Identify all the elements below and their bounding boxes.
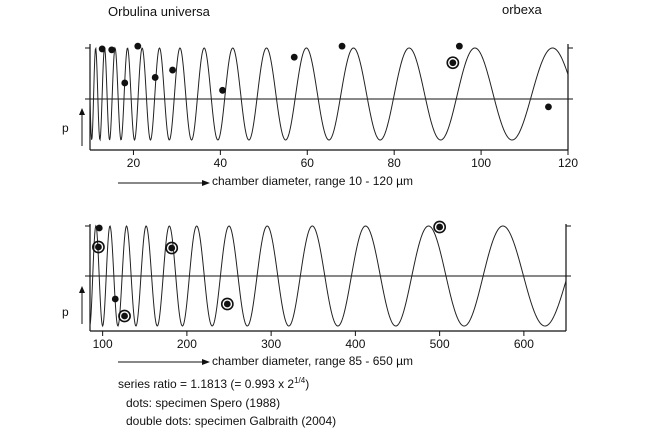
- x-axis-label-top: chamber diameter, range 10 - 120 µm: [212, 174, 414, 188]
- x-tick-label-1-5: 120: [558, 156, 578, 170]
- dot-2-0: [95, 224, 103, 232]
- double-dot-2-3: [220, 297, 234, 311]
- double-dot-ring: [118, 309, 131, 323]
- x-tick-label-2-0: 100: [93, 337, 113, 351]
- dot-1-10: [545, 103, 552, 111]
- series-ratio-text: series ratio = 1.1813 (= 0.993 x 2: [118, 377, 295, 391]
- double-dot-1-0: [446, 56, 460, 70]
- x-axis-label-bottom: chamber diameter, range 85 - 650 µm: [212, 354, 414, 368]
- dot-1-0: [98, 45, 106, 53]
- x-tick-label-2-1: 200: [177, 337, 197, 351]
- x-tick-label-2-2: 300: [261, 337, 281, 351]
- dot-1-2: [121, 79, 129, 87]
- double-dot-2-4: [433, 220, 447, 234]
- x-tick-label-1-4: 100: [471, 156, 491, 170]
- double-dot-core: [121, 312, 128, 320]
- dot-1-5: [169, 66, 176, 74]
- double-dot-ring: [433, 220, 447, 234]
- p-label-2: p: [62, 305, 69, 319]
- dots-legend: dots: specimen Spero (1988): [126, 396, 281, 410]
- dot-1-8: [338, 42, 346, 50]
- dot-2-1: [111, 295, 119, 303]
- double-dot-ring: [92, 240, 105, 254]
- dot-1-1: [108, 46, 116, 54]
- p-arrow-head-1: [79, 108, 85, 115]
- x-tick-label-1-3: 80: [388, 156, 402, 170]
- double-dots-legend: double dots: specimen Galbraith (2004): [126, 414, 337, 428]
- dot-1-9: [455, 42, 463, 50]
- series-ratio-note: series ratio = 1.1813 (= 0.993 x 21/4): [118, 376, 309, 391]
- double-dot-core: [223, 300, 231, 308]
- double-dot-ring: [165, 241, 179, 255]
- curve-2: [89, 224, 567, 328]
- x-tick-label-2-3: 400: [345, 337, 365, 351]
- x-tick-label-2-4: 500: [430, 337, 450, 351]
- p-arrow-head-2: [79, 286, 85, 293]
- x-arrow-head-2: [202, 359, 210, 365]
- double-dot-2-0: [92, 240, 105, 254]
- chart-title-right: orbexa: [502, 2, 542, 17]
- double-dot-core: [95, 243, 102, 251]
- p-label-1: p: [62, 121, 69, 135]
- x-tick-label-1-0: 20: [127, 156, 141, 170]
- double-dot-ring: [220, 297, 234, 311]
- chart-title: Orbulina universa: [108, 4, 210, 19]
- series-ratio-close: ): [305, 377, 310, 391]
- double-dot-2-2: [165, 241, 179, 255]
- dot-1-6: [219, 86, 226, 94]
- double-dot-ring: [446, 56, 460, 70]
- series-ratio-exponent: 1/4: [294, 376, 306, 385]
- x-arrow-head-1: [202, 180, 210, 186]
- double-dot-core: [168, 244, 176, 252]
- curve-1: [89, 46, 569, 142]
- double-dot-2-1: [118, 309, 131, 323]
- double-dot-core: [449, 59, 457, 67]
- double-dot-core: [436, 223, 444, 231]
- dot-1-7: [290, 53, 298, 61]
- x-tick-label-1-2: 60: [301, 156, 315, 170]
- x-tick-label-1-1: 40: [214, 156, 228, 170]
- dot-1-3: [134, 42, 142, 50]
- dot-1-4: [151, 74, 159, 81]
- x-tick-label-2-5: 600: [514, 337, 534, 351]
